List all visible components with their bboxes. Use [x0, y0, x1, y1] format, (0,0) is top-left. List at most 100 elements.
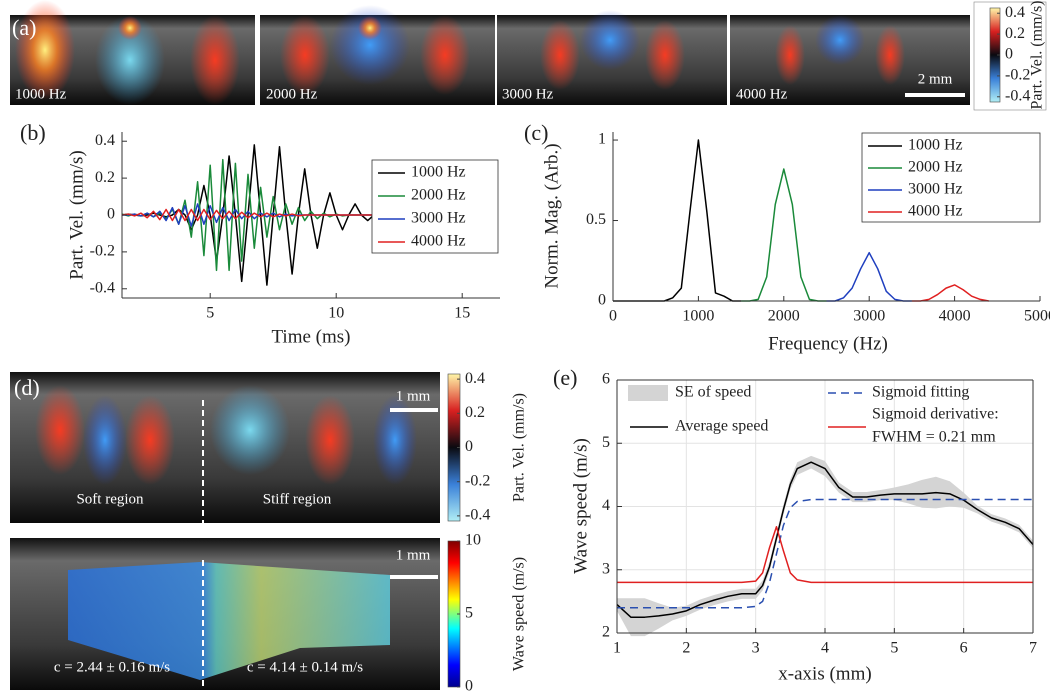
x-tick-label: 3 — [752, 640, 760, 657]
y-axis-label: Norm. Mag. (Arb.) — [541, 143, 562, 288]
wave-blob — [645, 20, 685, 90]
x-tick-label: 2 — [682, 640, 690, 657]
panel-label: (a) — [12, 15, 36, 40]
legend-swatch — [628, 385, 668, 401]
wave-blob — [83, 395, 127, 485]
series-line — [911, 284, 989, 302]
colorbar-tick-label: 0.4 — [1005, 4, 1025, 21]
scale-bar-label: 1 mm — [396, 547, 431, 563]
se-band — [617, 455, 1033, 637]
x-tick-label: 0 — [609, 308, 617, 325]
x-tick-label: 4000 — [939, 308, 971, 325]
series-line — [121, 158, 387, 272]
speed-label: c = 2.44 ± 0.16 m/s — [54, 659, 170, 675]
wave-blob — [815, 15, 865, 65]
legend-label: 1000 Hz — [908, 137, 963, 154]
wave-blob — [580, 10, 640, 70]
y-tick-label: 1 — [598, 131, 606, 148]
x-tick-label: 5 — [890, 640, 898, 657]
y-tick-label: 0 — [598, 292, 606, 309]
series-line — [826, 251, 912, 302]
legend-label: 4000 Hz — [908, 203, 963, 220]
legend-box — [371, 159, 499, 254]
panel-label: (b) — [20, 120, 46, 145]
x-tick-label: 4 — [821, 640, 829, 657]
legend-note: FWHM = 0.21 mm — [872, 429, 996, 446]
region-label: Stiff region — [263, 491, 332, 507]
wave-blob — [330, 5, 410, 85]
colorbar-tick-label: -0.4 — [465, 507, 490, 524]
wave-blob — [358, 16, 382, 40]
scale-bar-label: 2 mm — [918, 71, 953, 87]
legend-label: 2000 Hz — [411, 187, 466, 204]
x-axis-label: Frequency (Hz) — [768, 333, 888, 354]
x-tick-label: 15 — [454, 305, 470, 322]
panel-a-images: (a) 1000 Hz 2000 Hz 3000 Hz 4000 Hz 2 mm — [10, 0, 970, 105]
wave-blob — [305, 395, 355, 485]
colorbar-label: Part. Vel. (mm/s) — [511, 393, 528, 502]
wave-blob — [95, 15, 165, 105]
colorbar-tick-label: 0 — [465, 438, 473, 455]
panel-label: (e) — [553, 365, 577, 390]
colorbar-tick-label: 0 — [465, 678, 473, 695]
wave-blob — [210, 385, 290, 475]
y-tick-label: 0.5 — [586, 211, 606, 228]
image-label: 4000 Hz — [736, 86, 788, 102]
x-tick-label: 2000 — [768, 308, 800, 325]
wave-blob — [373, 395, 417, 485]
colorbar-tick-label: 0.2 — [465, 404, 485, 421]
colorbar-tick-label: -0.2 — [465, 472, 490, 489]
x-tick-label: 10 — [328, 305, 344, 322]
panel-d-images: 1 mm Soft region Stiff region (d) 1 mm c… — [10, 372, 440, 690]
wave-blob — [118, 16, 142, 40]
x-tick-label: 7 — [1029, 640, 1037, 657]
y-tick-label: 4 — [602, 497, 610, 514]
colorbar-tick-label: 10 — [465, 532, 481, 549]
panel-label: (d) — [14, 375, 40, 400]
wave-blob — [775, 25, 805, 85]
series-line — [617, 498, 1033, 609]
y-tick-label: 2 — [602, 624, 610, 641]
series-line — [617, 525, 1033, 584]
colorbar-tick-label: -0.2 — [1005, 67, 1030, 84]
colorbar-tick-label: 5 — [465, 605, 473, 622]
y-axis-label: Wave speed (m/s) — [570, 438, 591, 574]
y-tick-label: -0.4 — [90, 279, 115, 296]
y-tick-label: 0 — [107, 206, 115, 223]
series-line — [616, 461, 1034, 618]
legend-box — [861, 132, 1041, 223]
legend-label: 3000 Hz — [908, 181, 963, 198]
wave-blob — [190, 15, 240, 105]
y-tick-label: 5 — [602, 434, 610, 451]
series-line — [121, 208, 387, 222]
wave-blob — [15, 0, 75, 100]
y-tick-label: 3 — [602, 560, 610, 577]
colorbar-label: Part. Vel. (mm/s) — [1029, 0, 1046, 109]
x-tick-label: 3000 — [853, 308, 885, 325]
image-label: 2000 Hz — [266, 86, 318, 102]
wave-blob — [35, 385, 85, 475]
colorbar-tick-label: 0 — [1005, 46, 1013, 63]
colorbar-tick-label: -0.4 — [1005, 87, 1030, 104]
legend-label: SE of speed — [675, 384, 751, 401]
colorbar-tick-label: 0.2 — [1005, 25, 1025, 42]
y-axis-label: Part. Vel. (mm/s) — [66, 150, 87, 279]
series-line — [741, 168, 827, 302]
y-tick-label: 6 — [602, 371, 610, 388]
legend-label: 1000 Hz — [411, 164, 466, 181]
series-line — [613, 139, 742, 302]
wave-blob — [125, 395, 175, 485]
y-tick-label: 0.2 — [95, 169, 115, 186]
x-axis-label: Time (ms) — [271, 326, 350, 347]
x-tick-label: 6 — [960, 640, 968, 657]
x-tick-label: 1000 — [682, 308, 714, 325]
y-tick-label: -0.2 — [90, 243, 115, 260]
x-axis-label: x-axis (mm) — [778, 663, 871, 684]
wave-blob — [420, 15, 470, 95]
speed-label: c = 4.14 ± 0.14 m/s — [247, 659, 363, 675]
y-tick-label: 0.4 — [95, 132, 115, 149]
legend-label: 2000 Hz — [908, 159, 963, 176]
wave-blob — [875, 25, 905, 85]
image-label: 3000 Hz — [502, 86, 554, 102]
